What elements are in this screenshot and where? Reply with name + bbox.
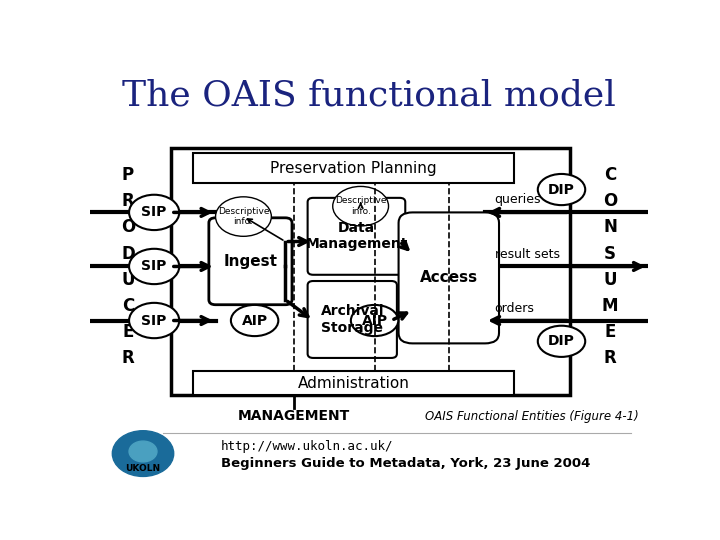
Ellipse shape	[538, 326, 585, 357]
Text: S: S	[604, 245, 616, 262]
FancyBboxPatch shape	[399, 212, 499, 343]
Text: O: O	[603, 192, 617, 210]
Text: R: R	[603, 349, 616, 367]
Text: http://www.ukoln.ac.uk/: http://www.ukoln.ac.uk/	[221, 440, 394, 453]
Text: Descriptive
info.: Descriptive info.	[217, 207, 269, 226]
Text: Preservation Planning: Preservation Planning	[270, 161, 437, 176]
Text: Ingest: Ingest	[223, 254, 277, 269]
Text: C: C	[604, 166, 616, 184]
Bar	[193, 371, 514, 395]
FancyBboxPatch shape	[307, 281, 397, 358]
Text: Administration: Administration	[297, 376, 410, 391]
Text: R: R	[122, 349, 135, 367]
Text: R: R	[122, 192, 135, 210]
Text: AIP: AIP	[241, 314, 268, 328]
Ellipse shape	[129, 249, 179, 284]
Text: Archival
Storage: Archival Storage	[320, 305, 384, 335]
Text: OAIS Functional Entities (Figure 4-1): OAIS Functional Entities (Figure 4-1)	[425, 410, 639, 423]
Text: N: N	[603, 218, 617, 237]
Text: U: U	[603, 271, 617, 289]
Ellipse shape	[215, 197, 271, 237]
Text: M: M	[602, 297, 618, 315]
Text: Descriptive
info.: Descriptive info.	[335, 197, 387, 216]
Text: The OAIS functional model: The OAIS functional model	[122, 79, 616, 113]
Text: queries: queries	[495, 193, 541, 206]
Text: O: O	[121, 218, 135, 237]
Ellipse shape	[351, 305, 398, 336]
Text: AIP: AIP	[361, 314, 387, 328]
Text: D: D	[121, 245, 135, 262]
Text: DIP: DIP	[548, 183, 575, 197]
Text: DIP: DIP	[548, 334, 575, 348]
Text: U: U	[121, 271, 135, 289]
Circle shape	[129, 441, 157, 462]
Text: UKOLN: UKOLN	[125, 464, 161, 474]
Text: orders: orders	[495, 302, 534, 315]
Text: E: E	[604, 323, 616, 341]
Text: SIP: SIP	[142, 259, 167, 273]
Text: C: C	[122, 297, 134, 315]
Text: SIP: SIP	[142, 314, 167, 328]
Ellipse shape	[538, 174, 585, 205]
Text: Beginners Guide to Metadata, York, 23 June 2004: Beginners Guide to Metadata, York, 23 Ju…	[221, 457, 590, 470]
Text: E: E	[122, 323, 134, 341]
Circle shape	[112, 431, 174, 476]
Ellipse shape	[129, 303, 179, 338]
FancyBboxPatch shape	[209, 218, 292, 305]
Text: MANAGEMENT: MANAGEMENT	[238, 409, 350, 423]
Bar	[171, 148, 570, 395]
Ellipse shape	[231, 305, 279, 336]
Ellipse shape	[333, 186, 389, 226]
Bar	[193, 153, 514, 183]
FancyBboxPatch shape	[307, 198, 405, 275]
Text: SIP: SIP	[142, 205, 167, 219]
Ellipse shape	[129, 195, 179, 230]
Text: P: P	[122, 166, 134, 184]
Text: Data
Management: Data Management	[305, 221, 408, 252]
Text: result sets: result sets	[495, 248, 559, 261]
Text: Access: Access	[420, 271, 478, 286]
